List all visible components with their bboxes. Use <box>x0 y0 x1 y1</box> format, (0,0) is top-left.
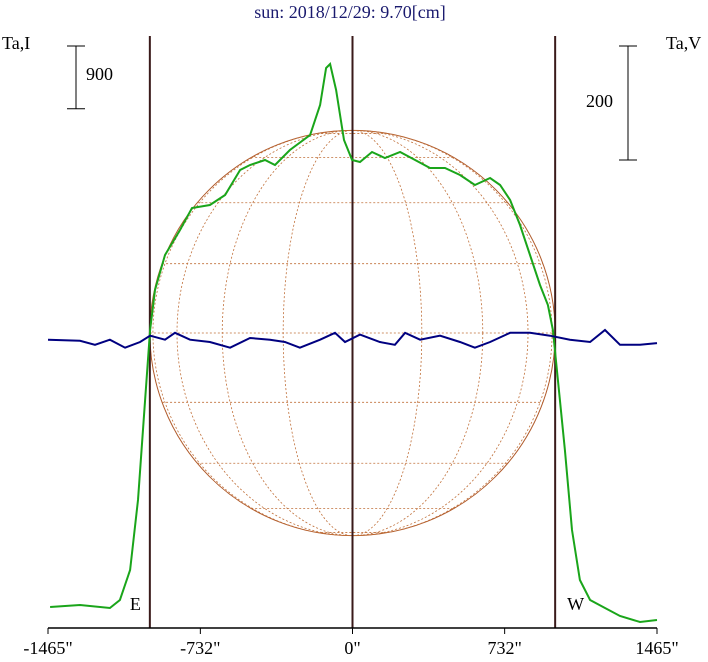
limb-label: E <box>130 594 141 614</box>
x-tick-label: 732" <box>487 638 521 658</box>
series-line <box>50 62 658 624</box>
x-tick-label: 0" <box>344 638 360 658</box>
x-tick-label: 1465" <box>635 638 678 658</box>
limb-label: W <box>567 594 584 614</box>
x-tick-label: -1465" <box>23 638 72 658</box>
y2-axis-label: Ta,V <box>666 33 701 53</box>
meridian <box>152 129 553 537</box>
scale-bar-v-label: 200 <box>586 91 613 111</box>
scale-bar-i-label: 900 <box>86 64 113 84</box>
x-tick-label: -732" <box>180 638 220 658</box>
y-axis-label: Ta,I <box>2 33 30 53</box>
chart-title: sun: 2018/12/29: 9.70[cm] <box>254 2 446 22</box>
series-line <box>47 328 658 349</box>
